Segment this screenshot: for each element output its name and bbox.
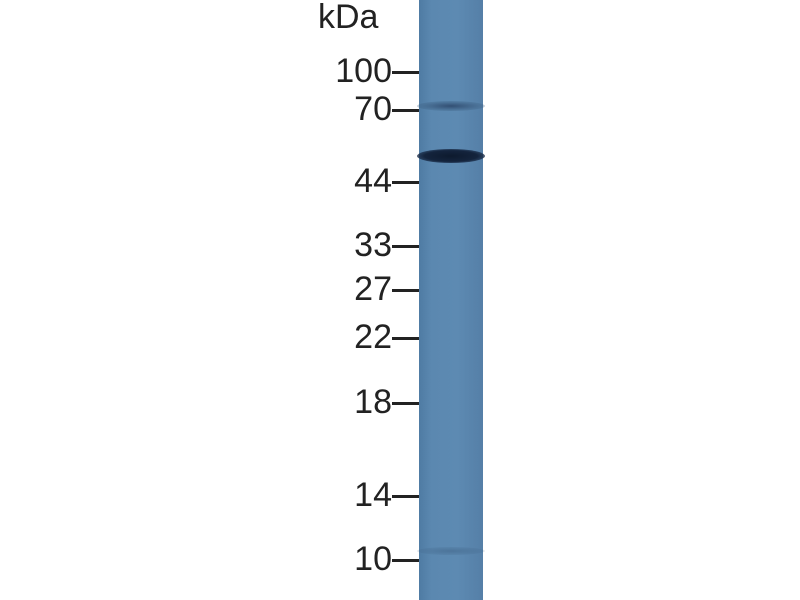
marker-label: 22 [354, 318, 392, 356]
marker-tick [392, 289, 419, 292]
blot-lane [417, 0, 485, 600]
marker-label: 44 [354, 162, 392, 200]
marker-label: 18 [354, 383, 392, 421]
marker-tick [392, 109, 419, 112]
marker-tick [392, 559, 419, 562]
marker-label: 27 [354, 270, 392, 308]
marker-tick [392, 337, 419, 340]
unit-label: kDa [318, 0, 379, 36]
marker-label: 33 [354, 226, 392, 264]
marker-label: 10 [354, 540, 392, 578]
marker-tick [392, 245, 419, 248]
marker-tick [392, 402, 419, 405]
marker-label: 70 [354, 90, 392, 128]
marker-label: 100 [335, 52, 392, 90]
protein-band [417, 100, 485, 111]
marker-tick [392, 181, 419, 184]
marker-tick [392, 71, 419, 74]
marker-label: 14 [354, 476, 392, 514]
marker-tick [392, 495, 419, 498]
protein-band [417, 546, 485, 555]
protein-band [417, 149, 485, 164]
